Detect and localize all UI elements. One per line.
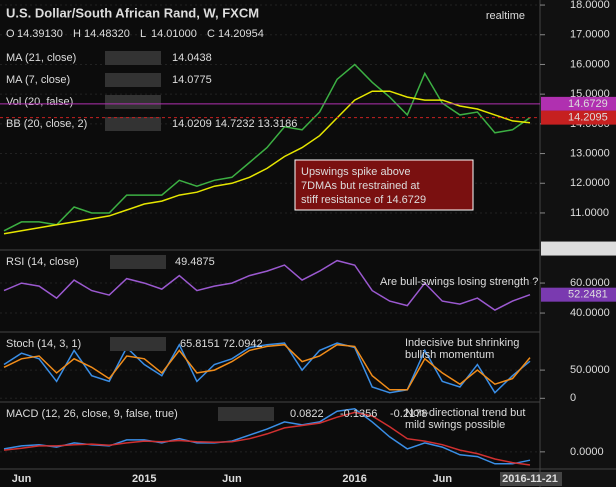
annotation: Non-directional trend but xyxy=(405,407,525,419)
value-tag-label: 52.2481 xyxy=(568,289,608,301)
annotation: Are bull-swings losing strength ? xyxy=(380,276,538,288)
indicator-buttons xyxy=(110,337,166,351)
panel-title: MACD (12, 26, close, 9, false, true) xyxy=(6,408,178,420)
panel-value: 0.0822 xyxy=(290,408,324,420)
y-tick-label: 12.0000 xyxy=(570,177,610,189)
panel-value: 65.8151 72.0942 xyxy=(180,338,263,350)
panel-value: -0.2178 xyxy=(390,408,427,420)
series-line xyxy=(3,259,531,311)
annotation: mild swings possible xyxy=(405,419,505,431)
ohlc-value: 14.01000 xyxy=(151,28,197,40)
indicator-value: 14.0209 14.7232 13.3186 xyxy=(172,118,297,130)
x-tick-label: Jun xyxy=(222,473,242,485)
panel-value: -0.1356 xyxy=(340,408,377,420)
indicator-buttons xyxy=(105,51,161,65)
y-tick-label: 0.0000 xyxy=(570,446,604,458)
indicator-label: Vol (20, false) xyxy=(6,96,73,108)
price-tag-label: 9.80150 xyxy=(568,242,608,254)
series-line xyxy=(3,90,531,235)
ohlc-value: 14.39130 xyxy=(17,28,63,40)
ohlc-key: C xyxy=(207,28,215,40)
annotation: stiff resistance of 14.6729 xyxy=(301,194,426,206)
price-tag xyxy=(541,96,616,111)
price-tag xyxy=(541,241,616,256)
annotation: Indecisive but shrinking xyxy=(405,337,519,349)
series-line xyxy=(3,411,531,466)
indicator-label: MA (7, close) xyxy=(6,74,70,86)
annotation: Upswings spike above xyxy=(301,166,410,178)
ohlc-key: H xyxy=(73,28,81,40)
y-tick-label: 0 xyxy=(570,392,576,404)
indicator-buttons xyxy=(105,117,161,131)
series-line xyxy=(3,63,531,232)
indicator-buttons xyxy=(105,95,161,109)
ohlc-value: 14.48320 xyxy=(84,28,130,40)
x-tag xyxy=(500,472,562,486)
realtime-label: realtime xyxy=(486,10,525,22)
price-tag xyxy=(541,110,616,125)
series-line xyxy=(3,343,531,391)
y-tick-label: 18.0000 xyxy=(570,0,610,11)
y-tick-label: 11.0000 xyxy=(570,207,609,219)
panel-title: Stoch (14, 3, 1) xyxy=(6,338,81,350)
indicator-label: MA (21, close) xyxy=(6,52,76,64)
chart-title: U.S. Dollar/South African Rand, W, FXCM xyxy=(6,5,259,20)
indicator-buttons xyxy=(218,407,274,421)
y-tick-label: 16.0000 xyxy=(570,58,610,70)
indicator-label: BB (20, close, 2) xyxy=(6,118,87,130)
x-tick-label: 2016 xyxy=(342,473,366,485)
y-tick-label: 40.0000 xyxy=(570,307,610,319)
x-tick-label: 2016-11-21 xyxy=(502,473,558,485)
panel-value: 49.4875 xyxy=(175,256,215,268)
x-tick-label: 2015 xyxy=(132,473,156,485)
indicator-buttons xyxy=(105,73,161,87)
price-tag-label: 14.2095 xyxy=(568,112,608,124)
y-tick-label: 17.0000 xyxy=(570,29,610,41)
ohlc-key: O xyxy=(6,28,15,40)
indicator-value: 14.0438 xyxy=(172,52,212,64)
series-line xyxy=(3,342,531,394)
x-tick-label: Jun xyxy=(433,473,453,485)
annotation: 7DMAs but restrained at xyxy=(301,180,420,192)
y-tick-label: 50.0000 xyxy=(570,364,610,376)
annotation: bullish momentum xyxy=(405,349,494,361)
x-tick-label: Jun xyxy=(12,473,32,485)
ohlc-key: L xyxy=(140,28,146,40)
annotation-box xyxy=(294,159,474,211)
panel-title: RSI (14, close) xyxy=(6,256,79,268)
y-tick-label: 60.0000 xyxy=(570,277,610,289)
ohlc-value: 14.20954 xyxy=(218,28,264,40)
indicator-buttons xyxy=(110,255,166,269)
value-tag xyxy=(541,287,616,302)
price-tag-label: 14.6729 xyxy=(568,98,608,110)
indicator-value: 14.0775 xyxy=(172,74,212,86)
y-tick-label: 13.0000 xyxy=(570,147,610,159)
